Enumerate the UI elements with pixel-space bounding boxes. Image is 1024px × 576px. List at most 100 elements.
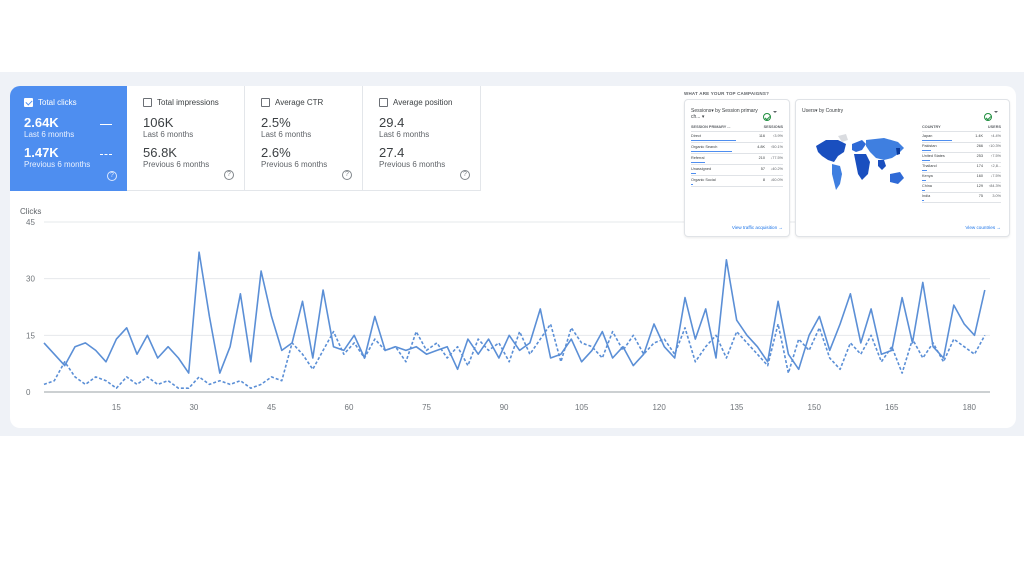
row-name[interactable]: Pakistan xyxy=(922,144,937,148)
x-tick-label: 15 xyxy=(112,403,121,412)
row-value: 57 xyxy=(760,167,765,171)
row-name[interactable]: India xyxy=(922,194,931,198)
row-change: ↑50.1% xyxy=(770,145,783,149)
metric-label: Total clicks xyxy=(38,97,77,107)
help-icon[interactable]: ? xyxy=(107,171,117,181)
metric-previous-value: 2.6% xyxy=(261,145,291,160)
row-value: 174 xyxy=(976,164,983,168)
divider xyxy=(922,192,1001,193)
compare-badge[interactable] xyxy=(984,108,998,121)
divider xyxy=(922,142,1001,143)
row-name[interactable]: United States xyxy=(922,154,945,158)
chevron-down-icon xyxy=(994,111,998,113)
divider xyxy=(922,172,1001,173)
view-traffic-acquisition-link[interactable]: View traffic acquisition xyxy=(732,225,783,230)
current-period-line xyxy=(43,251,986,374)
sessions-col-channel: SESSION PRIMARY ... xyxy=(691,125,731,129)
metric-card-total-clicks[interactable]: Total clicks 2.64K Last 6 months 1.47K P… xyxy=(10,86,127,191)
divider xyxy=(691,131,783,132)
users-col-country: COUNTRY xyxy=(922,125,941,129)
help-icon[interactable]: ? xyxy=(342,170,352,180)
metric-previous-label: Previous 6 months xyxy=(143,160,210,169)
help-icon[interactable]: ? xyxy=(224,170,234,180)
row-bar xyxy=(691,140,736,141)
row-name[interactable]: China xyxy=(922,184,932,188)
x-tick-label: 90 xyxy=(500,403,509,412)
y-tick-label: 30 xyxy=(26,275,35,284)
row-change: ↑2,8... xyxy=(990,164,1001,168)
row-name[interactable]: Direct xyxy=(691,134,701,138)
metric-card-average-ctr[interactable]: Average CTR 2.5% Last 6 months 2.6% Prev… xyxy=(245,86,363,191)
chevron-down-icon xyxy=(773,111,777,113)
metric-previous-value: 27.4 xyxy=(379,145,405,160)
previous-period-line xyxy=(43,323,986,389)
metric-previous-value: 1.47K xyxy=(24,145,59,160)
x-tick-label: 165 xyxy=(885,403,899,412)
divider xyxy=(922,202,1001,203)
users-by-country-card: Users▾ by Country COUNTRY USERS Japan 1.4… xyxy=(795,99,1010,237)
checkbox-icon[interactable] xyxy=(379,97,388,107)
divider xyxy=(691,164,783,165)
users-col-users: USERS xyxy=(987,125,1001,129)
campaigns-heading: WHAT ARE YOUR TOP CAMPAIGNS? xyxy=(684,91,770,96)
metric-current-value: 106K xyxy=(143,115,174,130)
row-bar xyxy=(922,190,925,191)
row-change: ↑10.3% xyxy=(988,144,1001,148)
metric-card-total-impressions[interactable]: Total impressions 106K Last 6 months 56.… xyxy=(127,86,245,191)
world-map[interactable] xyxy=(812,130,908,204)
divider xyxy=(922,152,1001,153)
metric-previous-label: Previous 6 months xyxy=(24,160,91,169)
row-bar xyxy=(691,162,705,163)
sessions-col-sessions: SESSIONS xyxy=(763,125,783,129)
row-value: 129 xyxy=(976,184,983,188)
row-bar xyxy=(922,160,930,161)
divider xyxy=(922,131,1001,132)
row-change: ↑84.3% xyxy=(988,184,1001,188)
x-tick-label: 135 xyxy=(730,403,744,412)
y-tick-label: 0 xyxy=(26,388,31,397)
x-tick-label: 45 xyxy=(267,403,276,412)
row-change: ↓7.5% xyxy=(990,174,1001,178)
row-name[interactable]: Japan xyxy=(922,134,933,138)
metric-previous-label: Previous 6 months xyxy=(379,160,446,169)
metric-current-value: 2.5% xyxy=(261,115,291,130)
row-bar xyxy=(691,184,693,185)
row-name[interactable]: Referral xyxy=(691,156,705,160)
check-circle-icon xyxy=(763,113,771,121)
y-tick-label: 15 xyxy=(26,331,35,340)
check-circle-icon xyxy=(984,113,992,121)
divider xyxy=(922,162,1001,163)
divider xyxy=(691,175,783,176)
row-bar xyxy=(691,151,732,152)
compare-badge[interactable] xyxy=(763,108,777,121)
divider xyxy=(922,182,1001,183)
metric-current-label: Last 6 months xyxy=(379,130,430,139)
x-tick-label: 150 xyxy=(808,403,822,412)
metric-current-value: 2.64K xyxy=(24,115,59,130)
checkbox-icon[interactable] xyxy=(143,97,152,107)
help-icon[interactable]: ? xyxy=(460,170,470,180)
row-bar xyxy=(922,170,927,171)
metric-current-label: Last 6 months xyxy=(261,130,312,139)
row-name[interactable]: Thailand xyxy=(922,164,937,168)
users-card-title[interactable]: Users▾ by Country xyxy=(802,108,844,114)
metric-previous-label: Previous 6 months xyxy=(261,160,328,169)
sessions-card-title[interactable]: Sessions▾ by Session primary ch... ▾ xyxy=(691,108,758,120)
row-change: 3.0% xyxy=(992,194,1001,198)
view-countries-link[interactable]: View countries xyxy=(965,225,1001,230)
checkbox-icon[interactable] xyxy=(24,97,33,107)
checkbox-icon[interactable] xyxy=(261,97,270,107)
divider xyxy=(691,153,783,154)
chart-y-axis-label: Clicks xyxy=(20,207,42,216)
row-bar xyxy=(922,140,952,141)
row-name[interactable]: Organic Search xyxy=(691,145,718,149)
metric-card-average-position[interactable]: Average position 29.4 Last 6 months 27.4… xyxy=(363,86,481,191)
row-bar xyxy=(922,200,924,201)
row-name[interactable]: Unassigned xyxy=(691,167,712,171)
y-tick-label: 45 xyxy=(26,218,35,227)
row-value: 1.4K xyxy=(975,134,983,138)
row-name[interactable]: Kenya xyxy=(922,174,933,178)
metric-cards: Total clicks 2.64K Last 6 months 1.47K P… xyxy=(10,86,481,191)
row-name[interactable]: Organic Social xyxy=(691,178,716,182)
row-change: ↑4.4% xyxy=(990,134,1001,138)
